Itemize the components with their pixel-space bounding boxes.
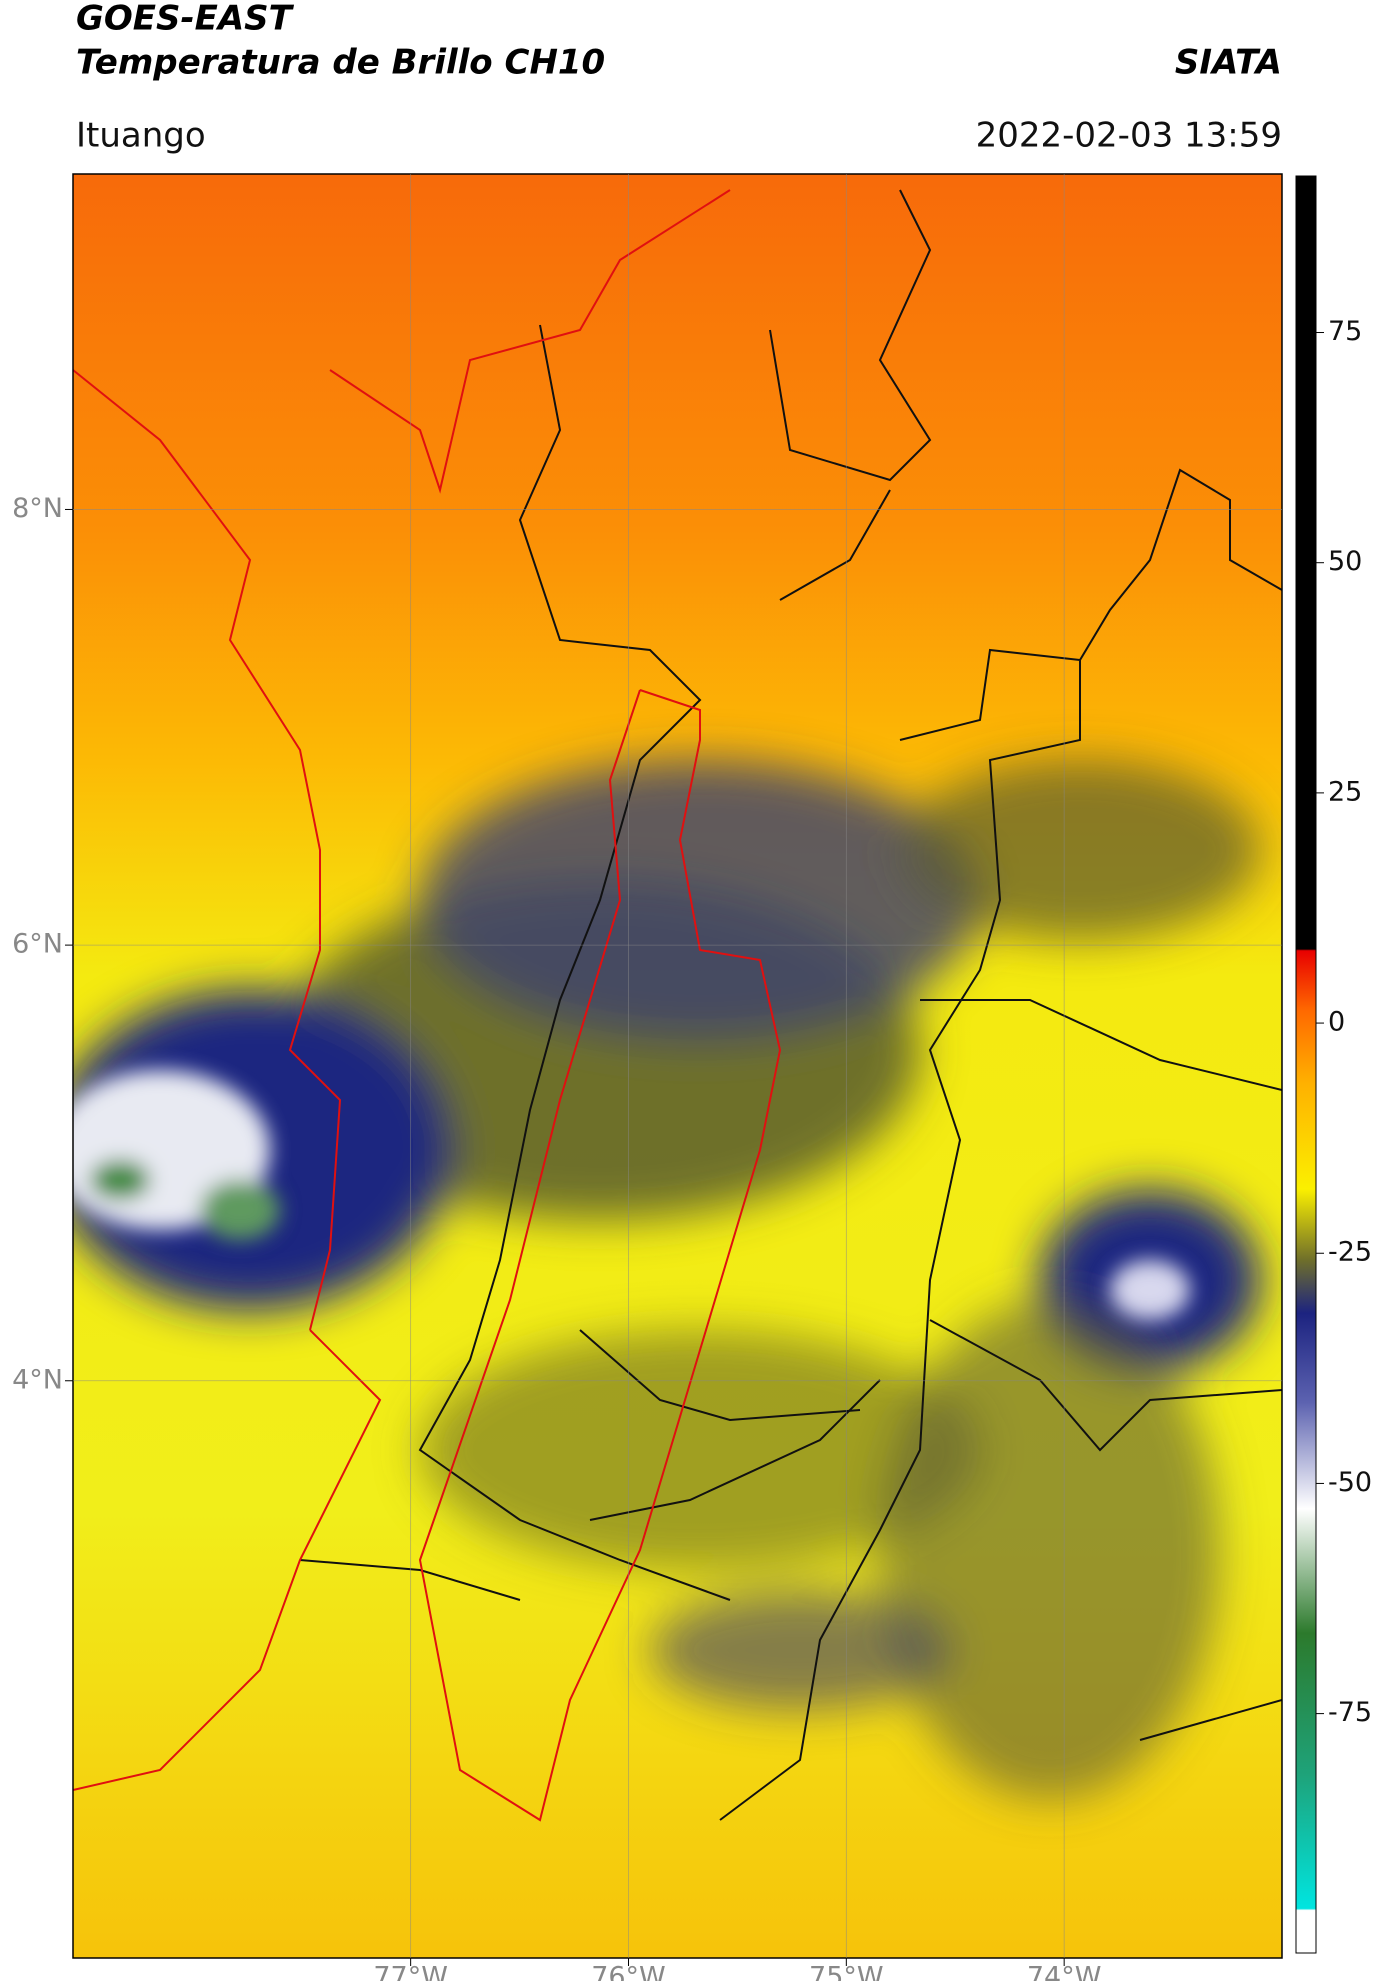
colorbar-tick-label: 75 — [1328, 316, 1362, 347]
colorbar-tick-label: 0 — [1328, 1007, 1345, 1038]
datetime: 2022-02-03 13:59 — [976, 116, 1282, 156]
colorbar-tick-label: -75 — [1328, 1697, 1372, 1728]
x-tick-label: 74°W — [1027, 1962, 1102, 1981]
y-tick-label: 8°N — [12, 493, 63, 524]
subtitle: Temperatura de Brillo CH10 — [76, 43, 605, 83]
x-tick-label: 75°W — [809, 1962, 884, 1981]
x-tick-label: 76°W — [591, 1962, 666, 1981]
location: Ituango — [76, 116, 206, 156]
colorbar — [1295, 175, 1317, 1954]
x-tick-label: 77°W — [373, 1962, 448, 1981]
brand: SIATA — [1175, 43, 1282, 83]
colorbar-tick-label: -25 — [1328, 1237, 1372, 1268]
map-frame — [72, 173, 1283, 1959]
y-tick-label: 6°N — [12, 929, 63, 960]
title: GOES-EAST — [76, 0, 295, 39]
colorbar-tick-label: 25 — [1328, 776, 1362, 807]
y-tick-label: 4°N — [12, 1364, 63, 1395]
colorbar-tick-label: 50 — [1328, 546, 1362, 577]
colorbar-tick-label: -50 — [1328, 1467, 1372, 1498]
satellite-image — [73, 174, 1282, 1958]
